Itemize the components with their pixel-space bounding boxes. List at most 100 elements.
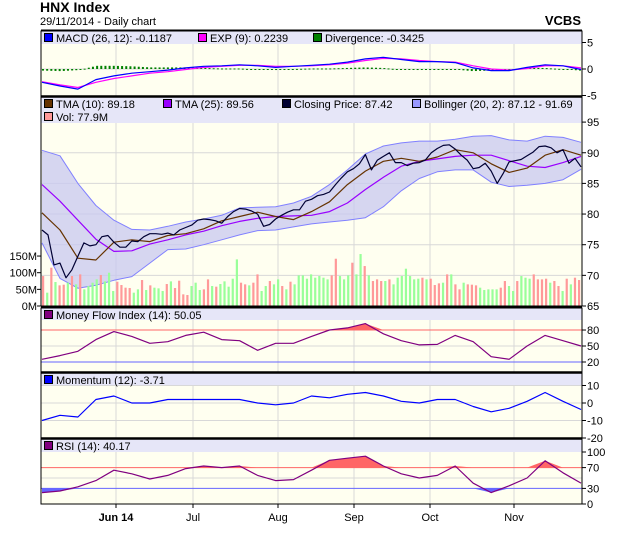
divergence-bar [104, 65, 107, 69]
volume-bar [305, 278, 309, 306]
y-tick-label: 20 [587, 357, 599, 369]
volume-bar [211, 286, 214, 306]
volume-bar [367, 275, 370, 306]
volume-bar [173, 288, 177, 306]
legend-band [41, 439, 582, 452]
momentum-line [41, 391, 582, 422]
divergence-bar [408, 69, 411, 70]
volume-bar [149, 285, 152, 306]
price-plot [41, 123, 582, 306]
volume-bar [256, 274, 259, 306]
momentum-plot [41, 385, 582, 438]
mfi-plot [41, 320, 582, 372]
volume-bar [441, 282, 445, 306]
chart-title: HNX Index [40, 0, 110, 15]
divergence-bar [187, 67, 190, 69]
price-panel: TMA (10): 89.18 TMA (25): 89.56 Closing Pr… [9, 95, 599, 313]
divergence-bar [279, 69, 282, 70]
divergence-bar [358, 67, 361, 69]
divergence-bar [204, 67, 207, 69]
volume-bar [545, 278, 548, 306]
macd-plot [41, 44, 582, 96]
volume-bar [140, 280, 144, 306]
divergence-bar [400, 69, 402, 70]
legend-item: Momentum (12): -3.71 [44, 375, 165, 387]
legend-label: TMA (25): 89.56 [175, 99, 254, 111]
divergence-bar [429, 69, 432, 70]
volume-bar [375, 279, 379, 306]
volume-bar [503, 281, 506, 306]
divergence-bar [437, 69, 440, 70]
volume-bar [58, 285, 61, 306]
divergence-bar [287, 69, 290, 70]
divergence-bar [275, 69, 278, 71]
divergence-bar [466, 69, 469, 71]
volume-bar [516, 281, 519, 306]
divergence-bar [458, 69, 461, 70]
legend-swatch-icon [44, 99, 53, 108]
divergence-bar [258, 69, 261, 70]
divergence-bar [479, 69, 482, 71]
divergence-bar [175, 67, 178, 69]
volume-bar [285, 289, 288, 306]
legend-swatch-icon [44, 33, 53, 42]
volume-bar [239, 282, 243, 306]
divergence-bar [141, 66, 144, 69]
volume-bar [557, 286, 560, 306]
legend-swatch-icon [44, 441, 53, 450]
volume-bar [483, 290, 486, 306]
tma10-line [41, 149, 582, 261]
divergence-bar [541, 67, 544, 69]
divergence-bar [295, 68, 298, 70]
volume-bar [532, 274, 535, 306]
divergence-bar [366, 67, 369, 69]
divergence-bar [470, 69, 473, 72]
volume-bar [334, 258, 337, 306]
volume-bar [95, 279, 98, 306]
volume-bar [231, 278, 234, 306]
rsi-panel: RSI (14): 40.17 100 70 30 0 [40, 437, 605, 511]
divergence-bar [46, 69, 49, 71]
volume-bar [404, 268, 408, 306]
legend-swatch-icon [44, 375, 53, 384]
volume-bar [42, 276, 45, 306]
divergence-bar [108, 65, 111, 69]
divergence-bar [87, 67, 90, 69]
volume-bar [194, 282, 197, 306]
volume-bar [446, 274, 449, 306]
legend-swatch-icon [313, 33, 322, 42]
volume-bar [136, 289, 140, 306]
divergence-bar [533, 67, 536, 69]
divergence-bar [100, 65, 103, 69]
volume-bar [50, 267, 53, 306]
divergence-bar [270, 69, 273, 70]
volume-bar [252, 282, 255, 306]
divergence-bar [54, 69, 57, 71]
volume-bar [487, 289, 490, 306]
divergence-bar [125, 66, 128, 69]
divergence-bar [225, 68, 228, 70]
divergence-bar [325, 68, 328, 70]
brand-label: VCBS [545, 13, 581, 28]
volume-bar [91, 282, 94, 306]
divergence-bar [233, 68, 236, 70]
volume-bar [495, 289, 498, 306]
divergence-bar [554, 68, 557, 70]
divergence-bar [454, 69, 457, 70]
legend-band [41, 308, 582, 320]
volume-bar [281, 286, 284, 306]
divergence-bar [416, 69, 419, 71]
closing-price-line [41, 144, 582, 279]
divergence-bar [354, 67, 357, 69]
volume-bar [388, 279, 391, 306]
divergence-bar [337, 68, 340, 70]
divergence-bar [329, 68, 332, 70]
mfi-panel: Money Flow Index (14): 50.05 80 50 20 [40, 306, 599, 373]
legend-swatch-icon [44, 112, 53, 121]
legend-item: Bollinger (20, 2): 87.12 - 91.69 [412, 99, 573, 111]
divergence-bar [387, 68, 390, 70]
volume-bar [227, 286, 230, 306]
y-tick-label: 80 [587, 209, 599, 221]
y-tick-label: -20 [587, 433, 603, 445]
divergence-bar [96, 65, 99, 69]
